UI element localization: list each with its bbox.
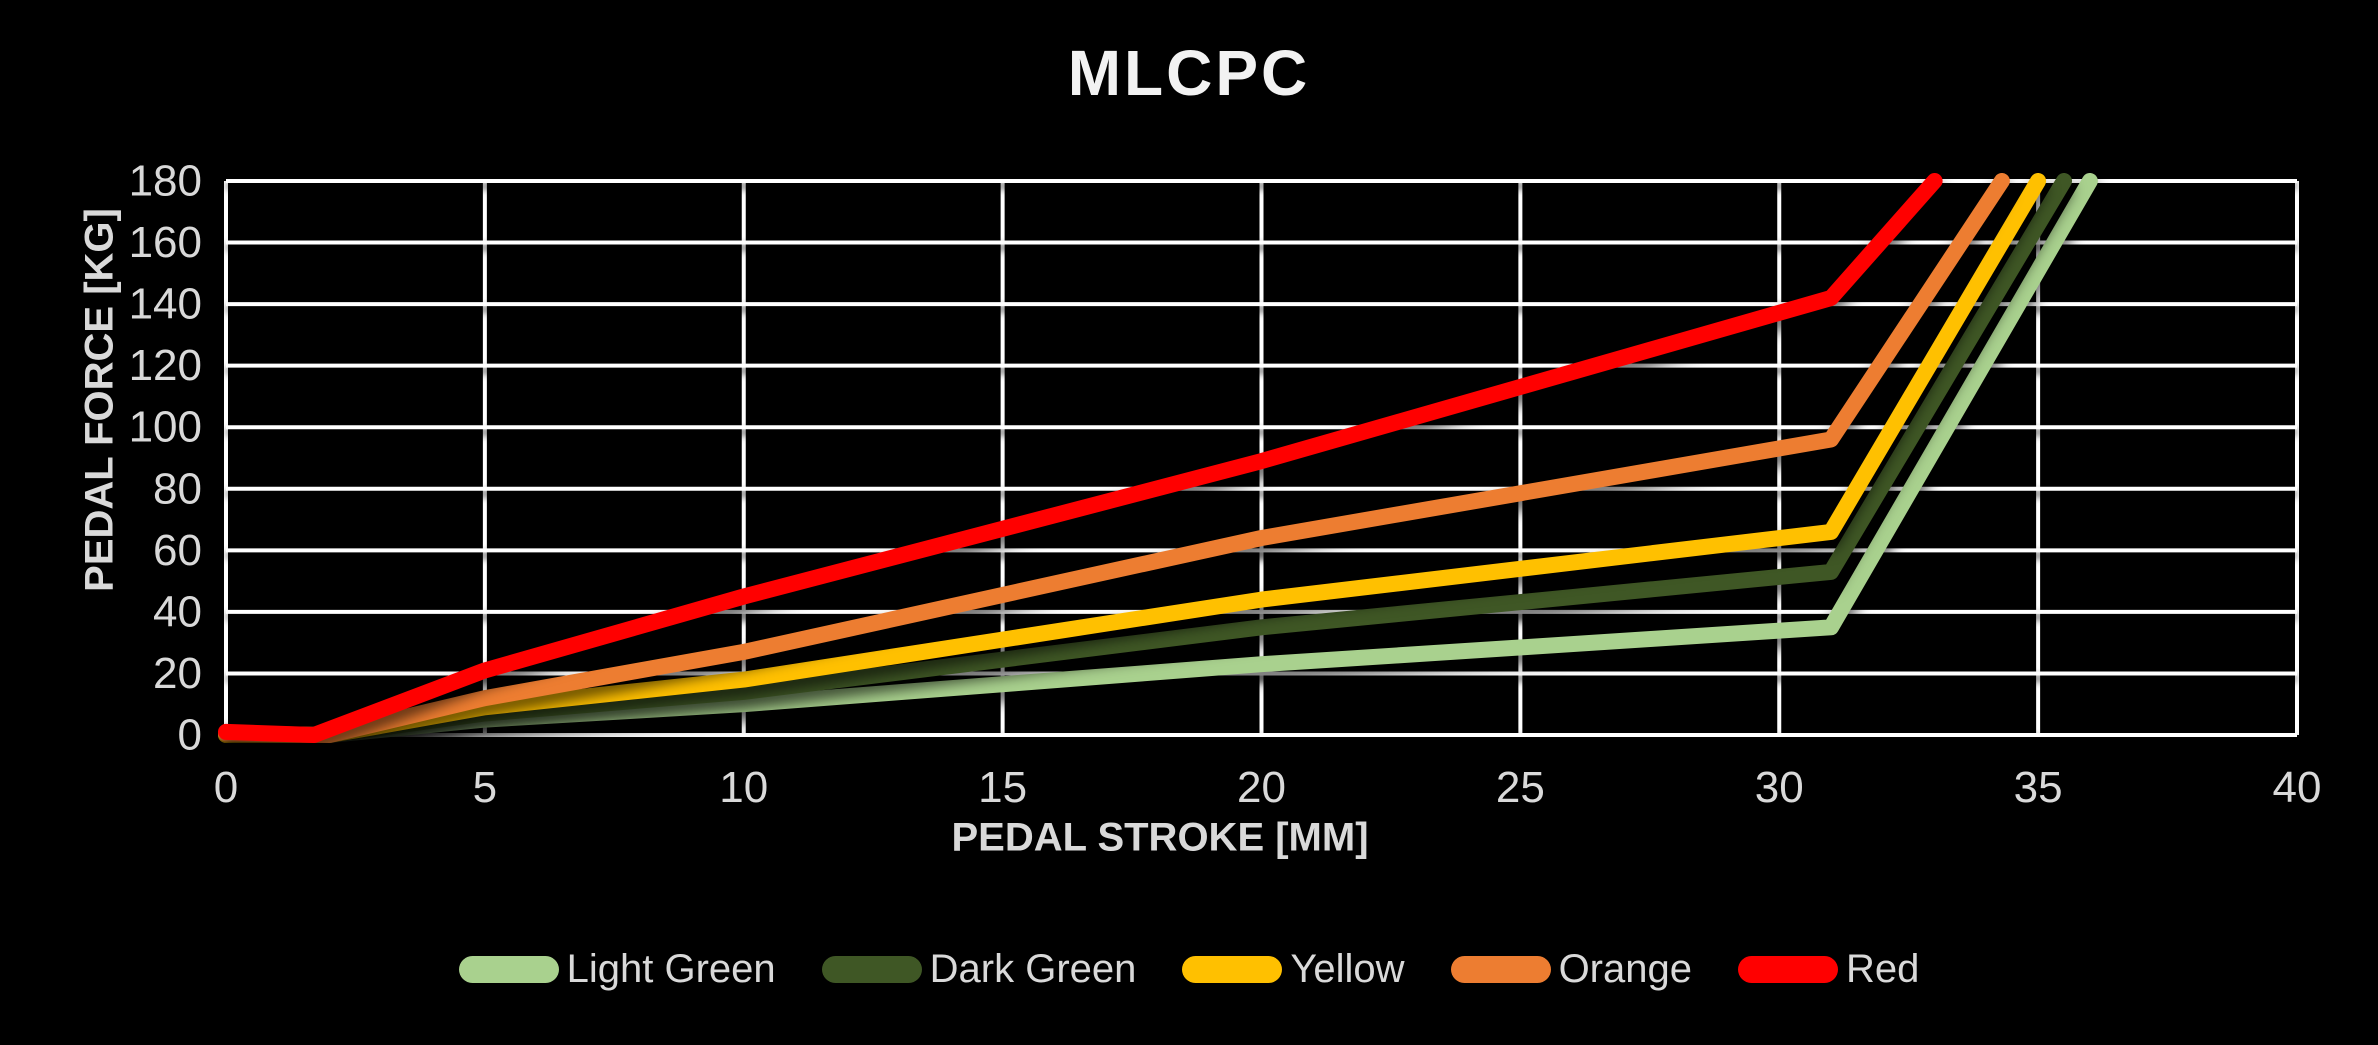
series-line-light-green [218,173,2098,743]
legend-swatch [1182,955,1283,983]
legend-label: Yellow [1290,947,1405,991]
x-tick-label: 10 [719,763,768,812]
y-tick-label: 20 [153,649,202,698]
y-tick-label: 0 [178,711,202,760]
legend-item-dark-green: Dark Green [821,947,1137,991]
x-tick-label: 40 [2273,763,2322,812]
y-tick-label: 140 [129,280,202,329]
x-tick-label: 5 [473,763,497,812]
y-tick-label: 160 [129,218,202,267]
x-tick-label: 0 [214,763,238,812]
y-tick-label: 120 [129,341,202,390]
chart-title: MLCPC [1067,37,1311,109]
x-tick-label: 30 [1755,763,1804,812]
legend-label: Dark Green [929,947,1137,991]
x-tick-label: 20 [1237,763,1286,812]
legend-label: Red [1845,947,1920,991]
legend-item-orange: Orange [1450,947,1692,991]
series-line-dark-green [218,173,2072,743]
x-tick-label: 15 [978,763,1027,812]
legend-swatch [458,955,559,983]
legend-label: Orange [1558,947,1692,991]
legend-label: Light Green [566,947,776,991]
legend-swatch [1737,955,1838,983]
legend-swatch [821,955,922,983]
y-tick-label: 80 [153,464,202,513]
y-tick-label: 180 [129,157,202,206]
x-tick-label: 25 [1496,763,1545,812]
legend-item-red: Red [1737,947,1920,991]
series-group [218,173,2098,743]
tick-labels-group: 0 5 10 15 20 25 30 35 40 0 20 40 60 80 100 120 140 160 180 [129,157,2322,813]
legend-item-yellow: Yellow [1182,947,1405,991]
y-tick-label: 100 [129,403,202,452]
series-line-red [218,173,1943,743]
x-axis-title: PEDAL STROKE [MM] [951,815,1369,860]
x-tick-label: 35 [2014,763,2063,812]
y-tick-label: 40 [153,587,202,636]
y-tick-label: 60 [153,526,202,575]
gridlines-group [224,179,2299,737]
legend-swatch [1450,955,1551,983]
legend: Light Green Dark Green Yellow Orange Red [0,938,2378,1000]
legend-item-light-green: Light Green [458,947,776,991]
